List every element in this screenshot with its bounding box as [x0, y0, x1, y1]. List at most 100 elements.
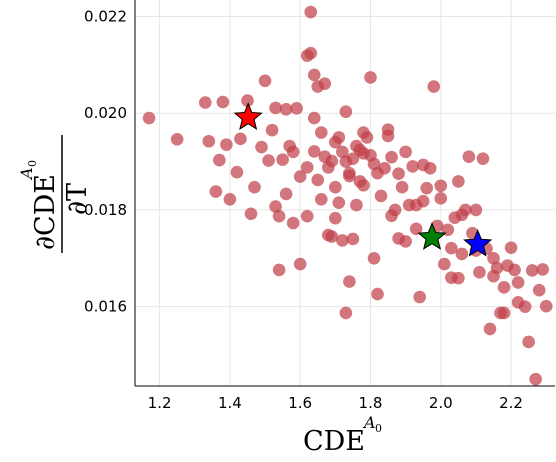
data-point	[346, 232, 360, 246]
data-point	[385, 150, 398, 164]
data-point	[346, 152, 360, 165]
y-tick-label: 0.022	[84, 7, 127, 25]
data-point	[409, 198, 423, 212]
data-point	[332, 196, 346, 209]
data-point	[427, 80, 441, 93]
data-point	[248, 180, 261, 194]
data-point	[336, 234, 349, 247]
data-point	[343, 169, 356, 183]
data-point	[490, 261, 504, 275]
data-point	[529, 372, 542, 386]
data-point	[437, 257, 451, 271]
y-axis-title-denominator: ∂T	[62, 183, 93, 215]
data-point	[279, 187, 293, 201]
data-point	[276, 153, 289, 166]
data-point	[374, 189, 388, 203]
data-point	[329, 135, 342, 149]
data-point	[395, 180, 409, 194]
data-point	[300, 161, 314, 174]
y-tick-label: 0.018	[84, 201, 127, 219]
data-point	[307, 145, 321, 158]
data-point	[311, 173, 325, 187]
data-point	[381, 129, 395, 143]
data-point	[244, 207, 258, 221]
data-point	[209, 185, 223, 198]
x-axis-title-sup: A	[362, 413, 376, 432]
data-point	[258, 74, 272, 88]
data-point	[170, 133, 184, 146]
data-point	[367, 252, 381, 265]
data-points	[142, 5, 553, 386]
data-point	[265, 123, 279, 137]
data-point	[198, 96, 212, 109]
data-point	[234, 132, 247, 146]
data-point	[223, 192, 237, 206]
data-point	[392, 167, 405, 180]
data-point	[409, 222, 423, 236]
data-point	[497, 281, 511, 294]
data-point	[290, 102, 303, 115]
data-point	[318, 77, 332, 90]
data-point	[336, 145, 349, 159]
data-point	[293, 170, 307, 183]
data-point	[230, 165, 244, 179]
data-point	[213, 153, 226, 167]
data-point	[497, 306, 511, 320]
x-axis-title-text: CDE	[303, 426, 365, 457]
data-point	[504, 241, 518, 254]
data-point	[371, 287, 384, 301]
data-point	[220, 138, 233, 151]
data-point	[329, 180, 342, 194]
data-point	[416, 158, 430, 172]
data-point	[269, 101, 282, 115]
data-point	[325, 230, 339, 243]
star-marker	[417, 222, 447, 250]
star-marker	[233, 102, 263, 130]
data-point	[455, 247, 469, 261]
data-point	[399, 145, 412, 159]
data-point	[339, 306, 353, 320]
data-point	[272, 209, 286, 223]
data-point	[483, 322, 497, 336]
data-point	[420, 181, 434, 195]
data-point	[286, 145, 300, 159]
data-point	[314, 126, 328, 139]
data-point	[511, 276, 525, 289]
data-point	[487, 252, 500, 265]
x-axis-title: CDE A 0	[303, 413, 382, 457]
data-point	[357, 126, 370, 139]
data-point	[255, 140, 268, 154]
data-point	[406, 160, 419, 173]
data-point	[536, 263, 549, 276]
y-tick-labels: 0.016 0.018 0.020 0.022	[84, 7, 127, 315]
x-tick-label: 1.2	[148, 394, 172, 412]
data-point	[399, 235, 412, 248]
data-point	[445, 241, 458, 255]
data-point	[325, 154, 339, 168]
x-axis-title-sup-sub: 0	[375, 422, 382, 435]
data-point	[142, 111, 156, 125]
x-tick-label: 1.6	[288, 394, 312, 412]
data-point	[286, 216, 300, 230]
x-tick-label: 1.8	[359, 394, 383, 412]
data-point	[304, 5, 318, 19]
data-point	[357, 178, 370, 192]
data-point	[343, 275, 356, 288]
data-point	[307, 68, 321, 82]
data-point	[279, 103, 293, 116]
x-tick-label: 2.0	[429, 394, 453, 412]
data-point	[445, 271, 458, 284]
data-point	[455, 208, 469, 222]
data-point	[216, 95, 230, 109]
data-point	[202, 134, 216, 148]
y-axis-title: ∂CDE A 0 ∂T	[17, 135, 93, 253]
data-point	[339, 105, 353, 119]
data-point	[462, 150, 476, 164]
data-point	[241, 94, 254, 107]
y-axis-title-numerator: ∂CDE	[30, 174, 61, 250]
data-point	[525, 264, 539, 277]
data-point	[476, 152, 490, 165]
y-axis-title-numerator-sup: A	[17, 167, 36, 181]
data-point	[350, 198, 363, 212]
